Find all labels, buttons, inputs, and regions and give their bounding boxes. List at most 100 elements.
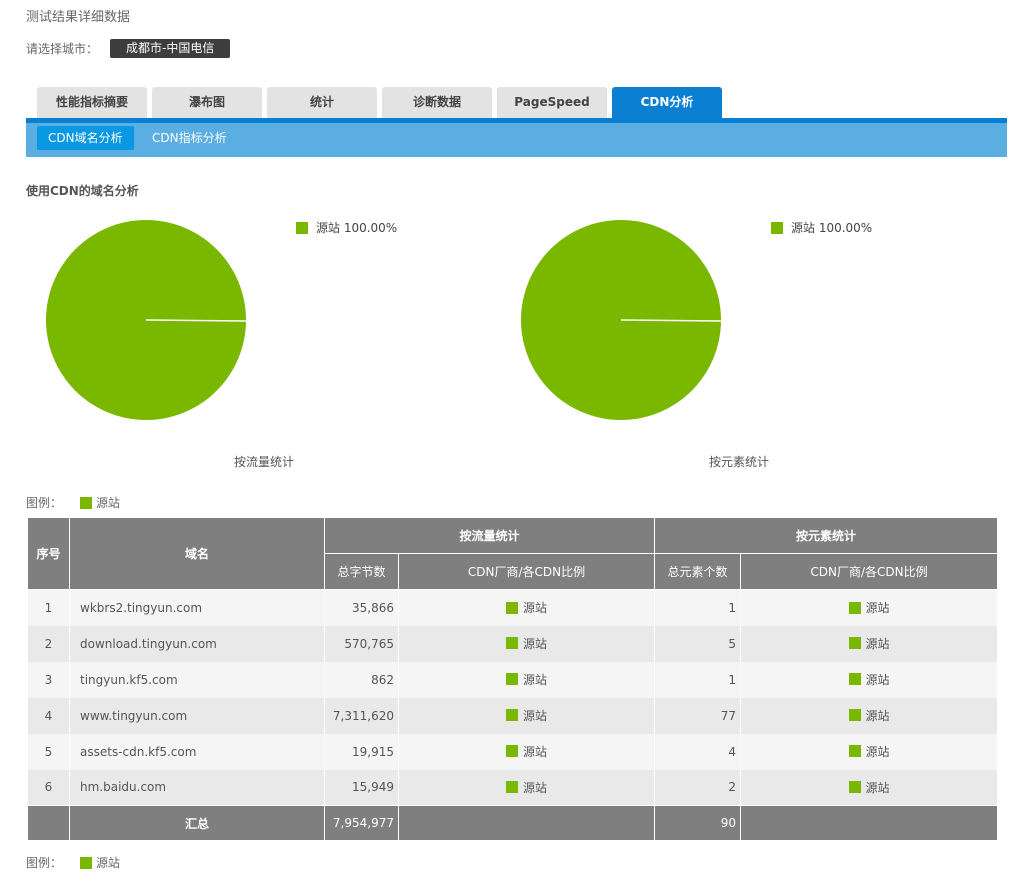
legend-swatch	[506, 673, 518, 686]
legend-swatch	[848, 673, 861, 686]
row-elements: 77	[654, 697, 742, 734]
legend-swatch	[506, 601, 518, 614]
legend-item: 源站	[96, 856, 121, 870]
row-index: 6	[27, 769, 70, 806]
row-bytes: 862	[324, 661, 399, 698]
row-bytes: 19,915	[324, 733, 399, 770]
row-bytes: 15,949	[324, 769, 399, 806]
row-index: 2	[27, 625, 70, 662]
city-label: 请选择城市：	[26, 41, 99, 56]
total-vendor-empty	[397, 805, 656, 841]
total-bytes: 7,954,977	[324, 805, 399, 841]
total-label: 汇总	[69, 805, 325, 841]
row-elements: 1	[654, 661, 742, 698]
table-row: 1 wkbrs2.tingyun.com 35,866 源站 1 源站	[27, 589, 999, 626]
table-row: 3 tingyun.kf5.com 862 源站 1 源站	[27, 661, 999, 698]
row-elements: 4	[654, 733, 742, 770]
table-row: 6 hm.baidu.com 15,949 源站 2 源站	[27, 769, 999, 806]
legend-swatch	[296, 221, 308, 234]
vendor-label: 源站	[523, 708, 548, 723]
legend-swatch	[506, 781, 518, 793]
table-row: 4 www.tingyun.com 7,311,620 源站 77 源站	[27, 697, 999, 734]
vendor-label: 源站	[523, 780, 548, 795]
header-by-traffic: 按流量统计	[323, 517, 656, 554]
legend-swatch	[506, 637, 518, 650]
pie-legend-traffic: 源站 100.00%	[296, 219, 397, 236]
legend-swatch	[506, 745, 518, 758]
tab-performance-summary[interactable]: 性能指标摘要	[37, 87, 147, 118]
vendor-label: 源站	[523, 672, 548, 687]
legend-swatch	[848, 601, 861, 614]
row-vendor-elements: 源站	[848, 635, 890, 652]
row-bytes: 570,765	[324, 625, 399, 662]
legend-swatch	[506, 709, 518, 722]
vendor-label: 源站	[865, 708, 890, 723]
pie-caption-elements: 按元素统计	[709, 455, 770, 469]
tab-diagnostics[interactable]: 诊断数据	[382, 87, 492, 118]
row-vendor-traffic: 源站	[506, 599, 547, 616]
vendor-label: 源站	[523, 636, 548, 651]
vendor-label: 源站	[523, 601, 548, 615]
row-elements: 2	[654, 769, 742, 806]
vendor-label: 源站	[865, 744, 890, 759]
main-tabs: 性能指标摘要 瀑布图 统计 诊断数据 PageSpeed CDN分析	[37, 87, 727, 118]
row-elements: 1	[654, 589, 742, 626]
row-bytes: 7,311,620	[324, 697, 399, 734]
header-total-elements: 总元素个数	[654, 553, 742, 590]
legend-bottom: 图例： 源站	[26, 854, 120, 871]
pie-legend-label: 源站 100.00%	[791, 221, 873, 235]
row-vendor-elements: 源站	[848, 779, 890, 796]
row-domain: tingyun.kf5.com	[69, 661, 325, 698]
row-domain: hm.baidu.com	[69, 769, 325, 806]
legend-swatch	[80, 496, 93, 509]
pie-caption-traffic: 按流量统计	[234, 455, 295, 469]
tab-waterfall[interactable]: 瀑布图	[152, 87, 262, 118]
row-vendor-elements: 源站	[848, 707, 890, 724]
header-by-element: 按元素统计	[654, 517, 999, 554]
row-domain: assets-cdn.kf5.com	[69, 733, 325, 770]
vendor-label: 源站	[865, 780, 890, 795]
legend-item: 源站	[96, 496, 121, 510]
total-index-empty	[27, 805, 70, 841]
row-vendor-traffic: 源站	[506, 743, 547, 760]
legend-swatch	[848, 745, 861, 758]
row-bytes: 35,866	[324, 589, 399, 626]
header-index: 序号	[27, 517, 70, 590]
tab-cdn-analysis[interactable]: CDN分析	[612, 87, 722, 118]
city-selector-row: 请选择城市： 成都市-中国电信	[26, 38, 231, 58]
city-select[interactable]: 成都市-中国电信	[110, 38, 231, 58]
section-title: 使用CDN的域名分析	[26, 184, 139, 198]
row-vendor-elements: 源站	[848, 599, 890, 616]
header-cdn-ratio-traffic: CDN厂商/各CDN比例	[397, 553, 656, 590]
tab-statistics[interactable]: 统计	[267, 87, 377, 118]
header-total-bytes: 总字节数	[324, 553, 399, 590]
vendor-label: 源站	[523, 744, 548, 759]
pie-svg-elements	[521, 220, 722, 420]
table-row: 5 assets-cdn.kf5.com 19,915 源站 4 源站	[27, 733, 999, 770]
row-index: 5	[27, 733, 70, 770]
page-title: 测试结果详细数据	[26, 10, 131, 25]
cdn-domain-table: 序号 域名 按流量统计 按元素统计 总字节数 CDN厂商/各CDN比例 总元素个…	[27, 517, 999, 841]
table-row: 2 download.tingyun.com 570,765 源站 5 源站	[27, 625, 999, 662]
row-vendor-elements: 源站	[848, 743, 890, 760]
vendor-label: 源站	[865, 672, 890, 687]
pie-legend-elements: 源站 100.00%	[771, 219, 872, 236]
row-index: 3	[27, 661, 70, 698]
legend-label: 图例：	[26, 496, 63, 510]
legend-label: 图例：	[26, 856, 63, 870]
legend-swatch	[848, 709, 861, 722]
row-vendor-elements: 源站	[848, 671, 890, 688]
row-index: 1	[27, 589, 70, 626]
subtab-cdn-metrics[interactable]: CDN指标分析	[152, 131, 227, 145]
tab-bar-divider	[26, 118, 1007, 123]
pie-slice-boundary	[620, 319, 722, 322]
legend-top: 图例： 源站	[26, 494, 120, 511]
subtab-cdn-domain[interactable]: CDN域名分析	[37, 126, 134, 150]
tab-pagespeed[interactable]: PageSpeed	[497, 87, 607, 118]
header-cdn-ratio-elements: CDN厂商/各CDN比例	[740, 553, 999, 590]
row-elements: 5	[654, 625, 742, 662]
legend-swatch	[80, 856, 93, 869]
vendor-label: 源站	[865, 636, 890, 651]
row-domain: www.tingyun.com	[69, 697, 325, 734]
pie-slice-boundary	[145, 319, 247, 322]
